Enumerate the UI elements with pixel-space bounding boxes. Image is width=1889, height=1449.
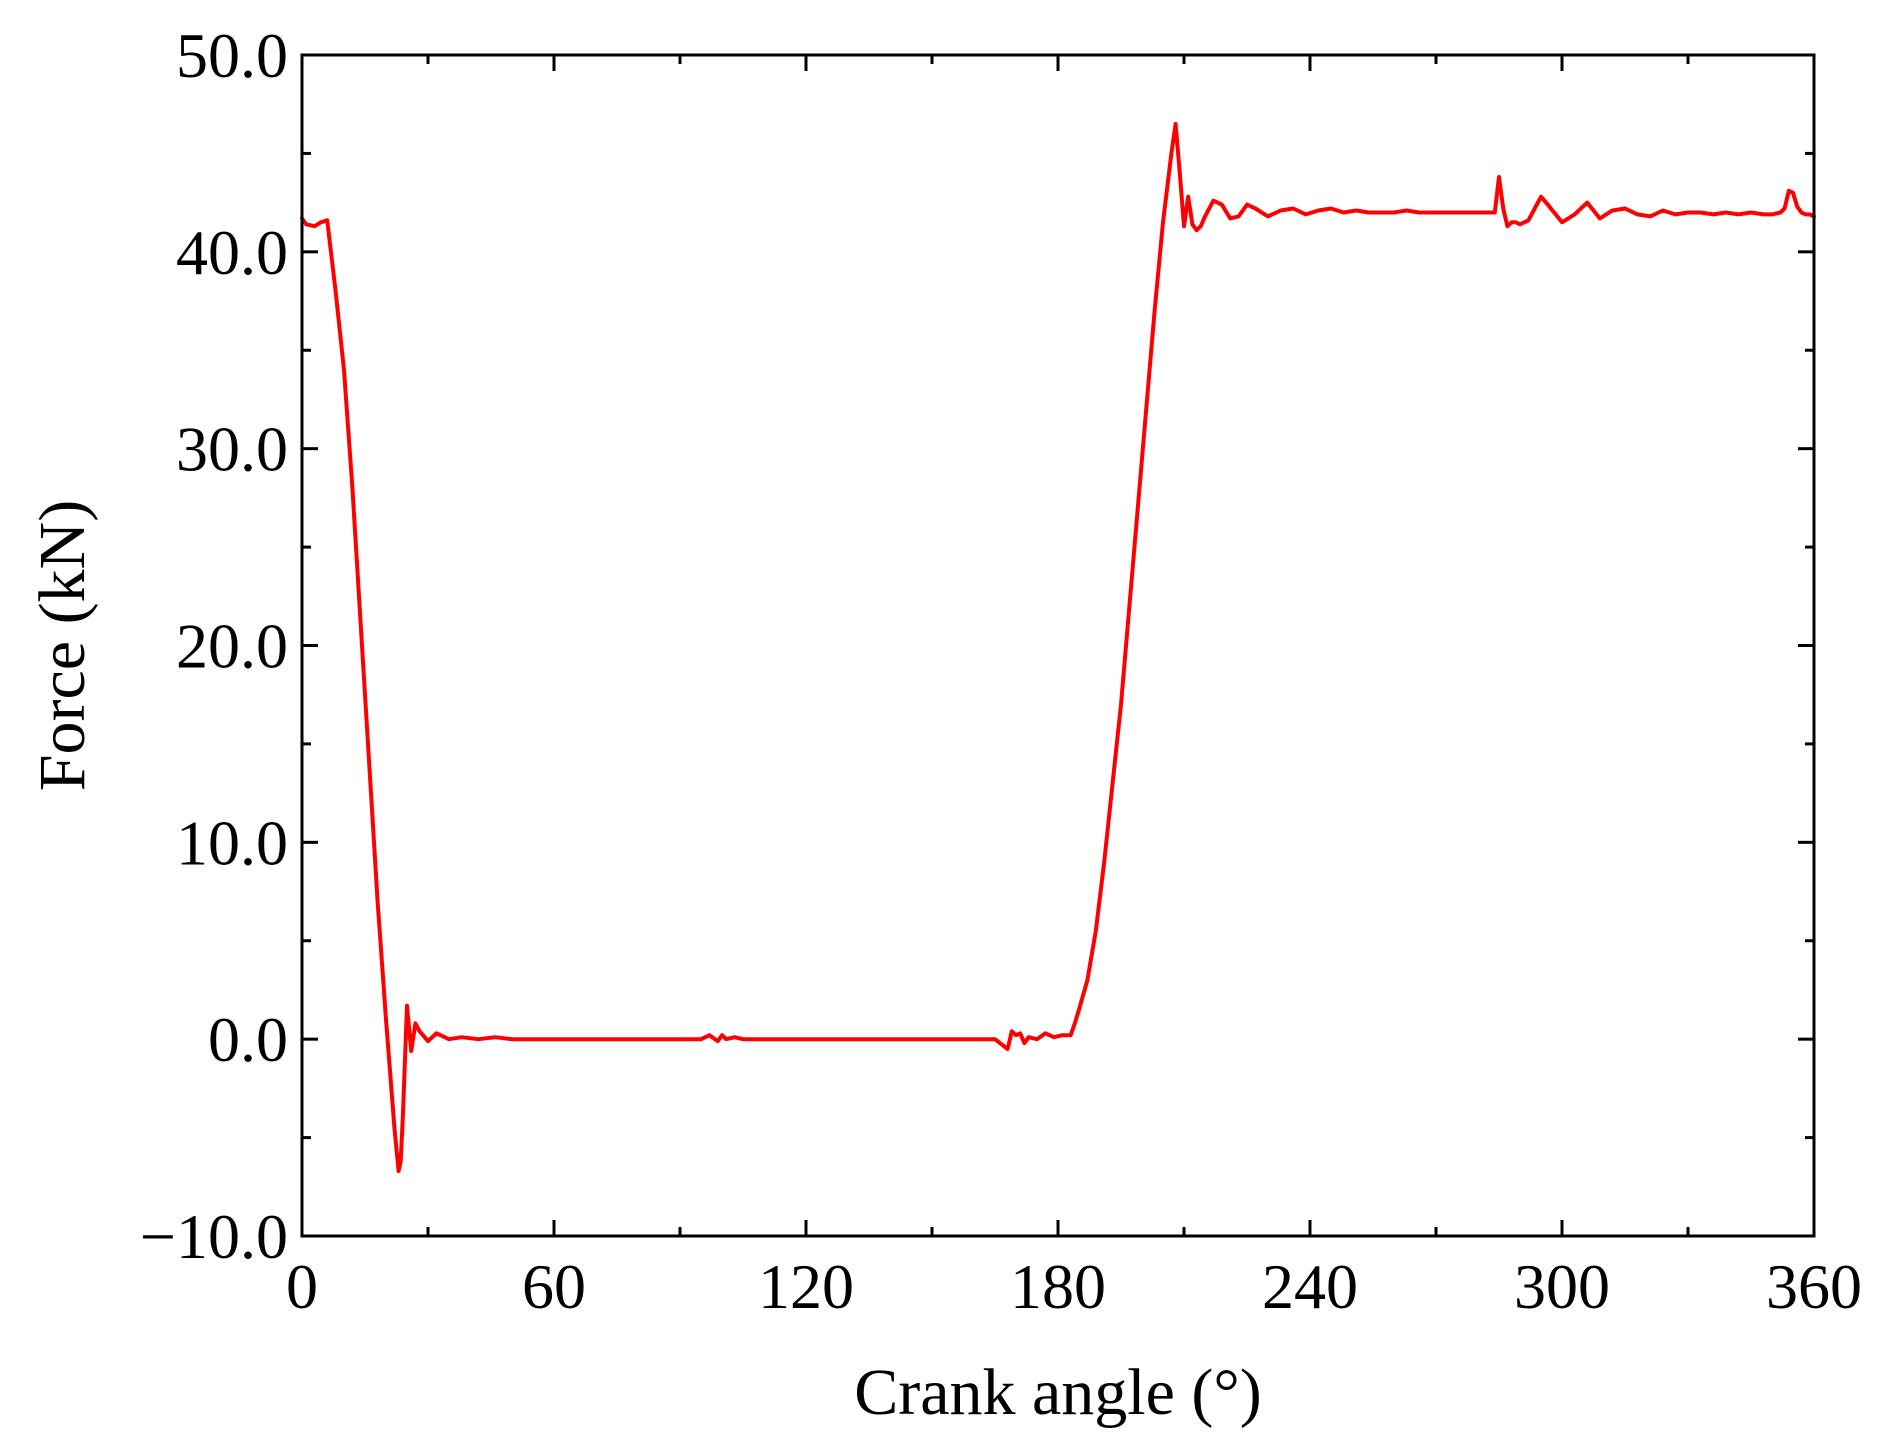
plot-frame [300, 53, 1816, 1238]
axis-ticks [300, 53, 1816, 1238]
x-tick-label: 60 [522, 1251, 586, 1322]
x-tick-label: 0 [286, 1251, 318, 1322]
x-tick-label: 300 [1514, 1251, 1610, 1322]
x-tick-label: 360 [1766, 1251, 1862, 1322]
x-tick-label: 120 [758, 1251, 854, 1322]
y-tick-label: 10.0 [176, 807, 288, 878]
y-tick-label: −10.0 [140, 1201, 288, 1272]
y-tick-label: 40.0 [176, 217, 288, 288]
y-tick-label: 30.0 [176, 414, 288, 485]
y-tick-label: 20.0 [176, 611, 288, 682]
y-tick-label: 0.0 [208, 1004, 288, 1075]
y-axis-label: Force (kN) [26, 500, 99, 791]
x-tick-labels: 0 60 120 180 240 300 360 [286, 1251, 1862, 1322]
y-tick-labels: −10.0 0.0 10.0 20.0 30.0 40.0 50.0 [140, 20, 288, 1272]
x-tick-label: 180 [1010, 1251, 1106, 1322]
y-tick-label: 50.0 [176, 20, 288, 91]
x-axis-label: Crank angle (°) [854, 1356, 1262, 1429]
force-series-line [300, 121, 1816, 1173]
x-tick-label: 240 [1262, 1251, 1358, 1322]
